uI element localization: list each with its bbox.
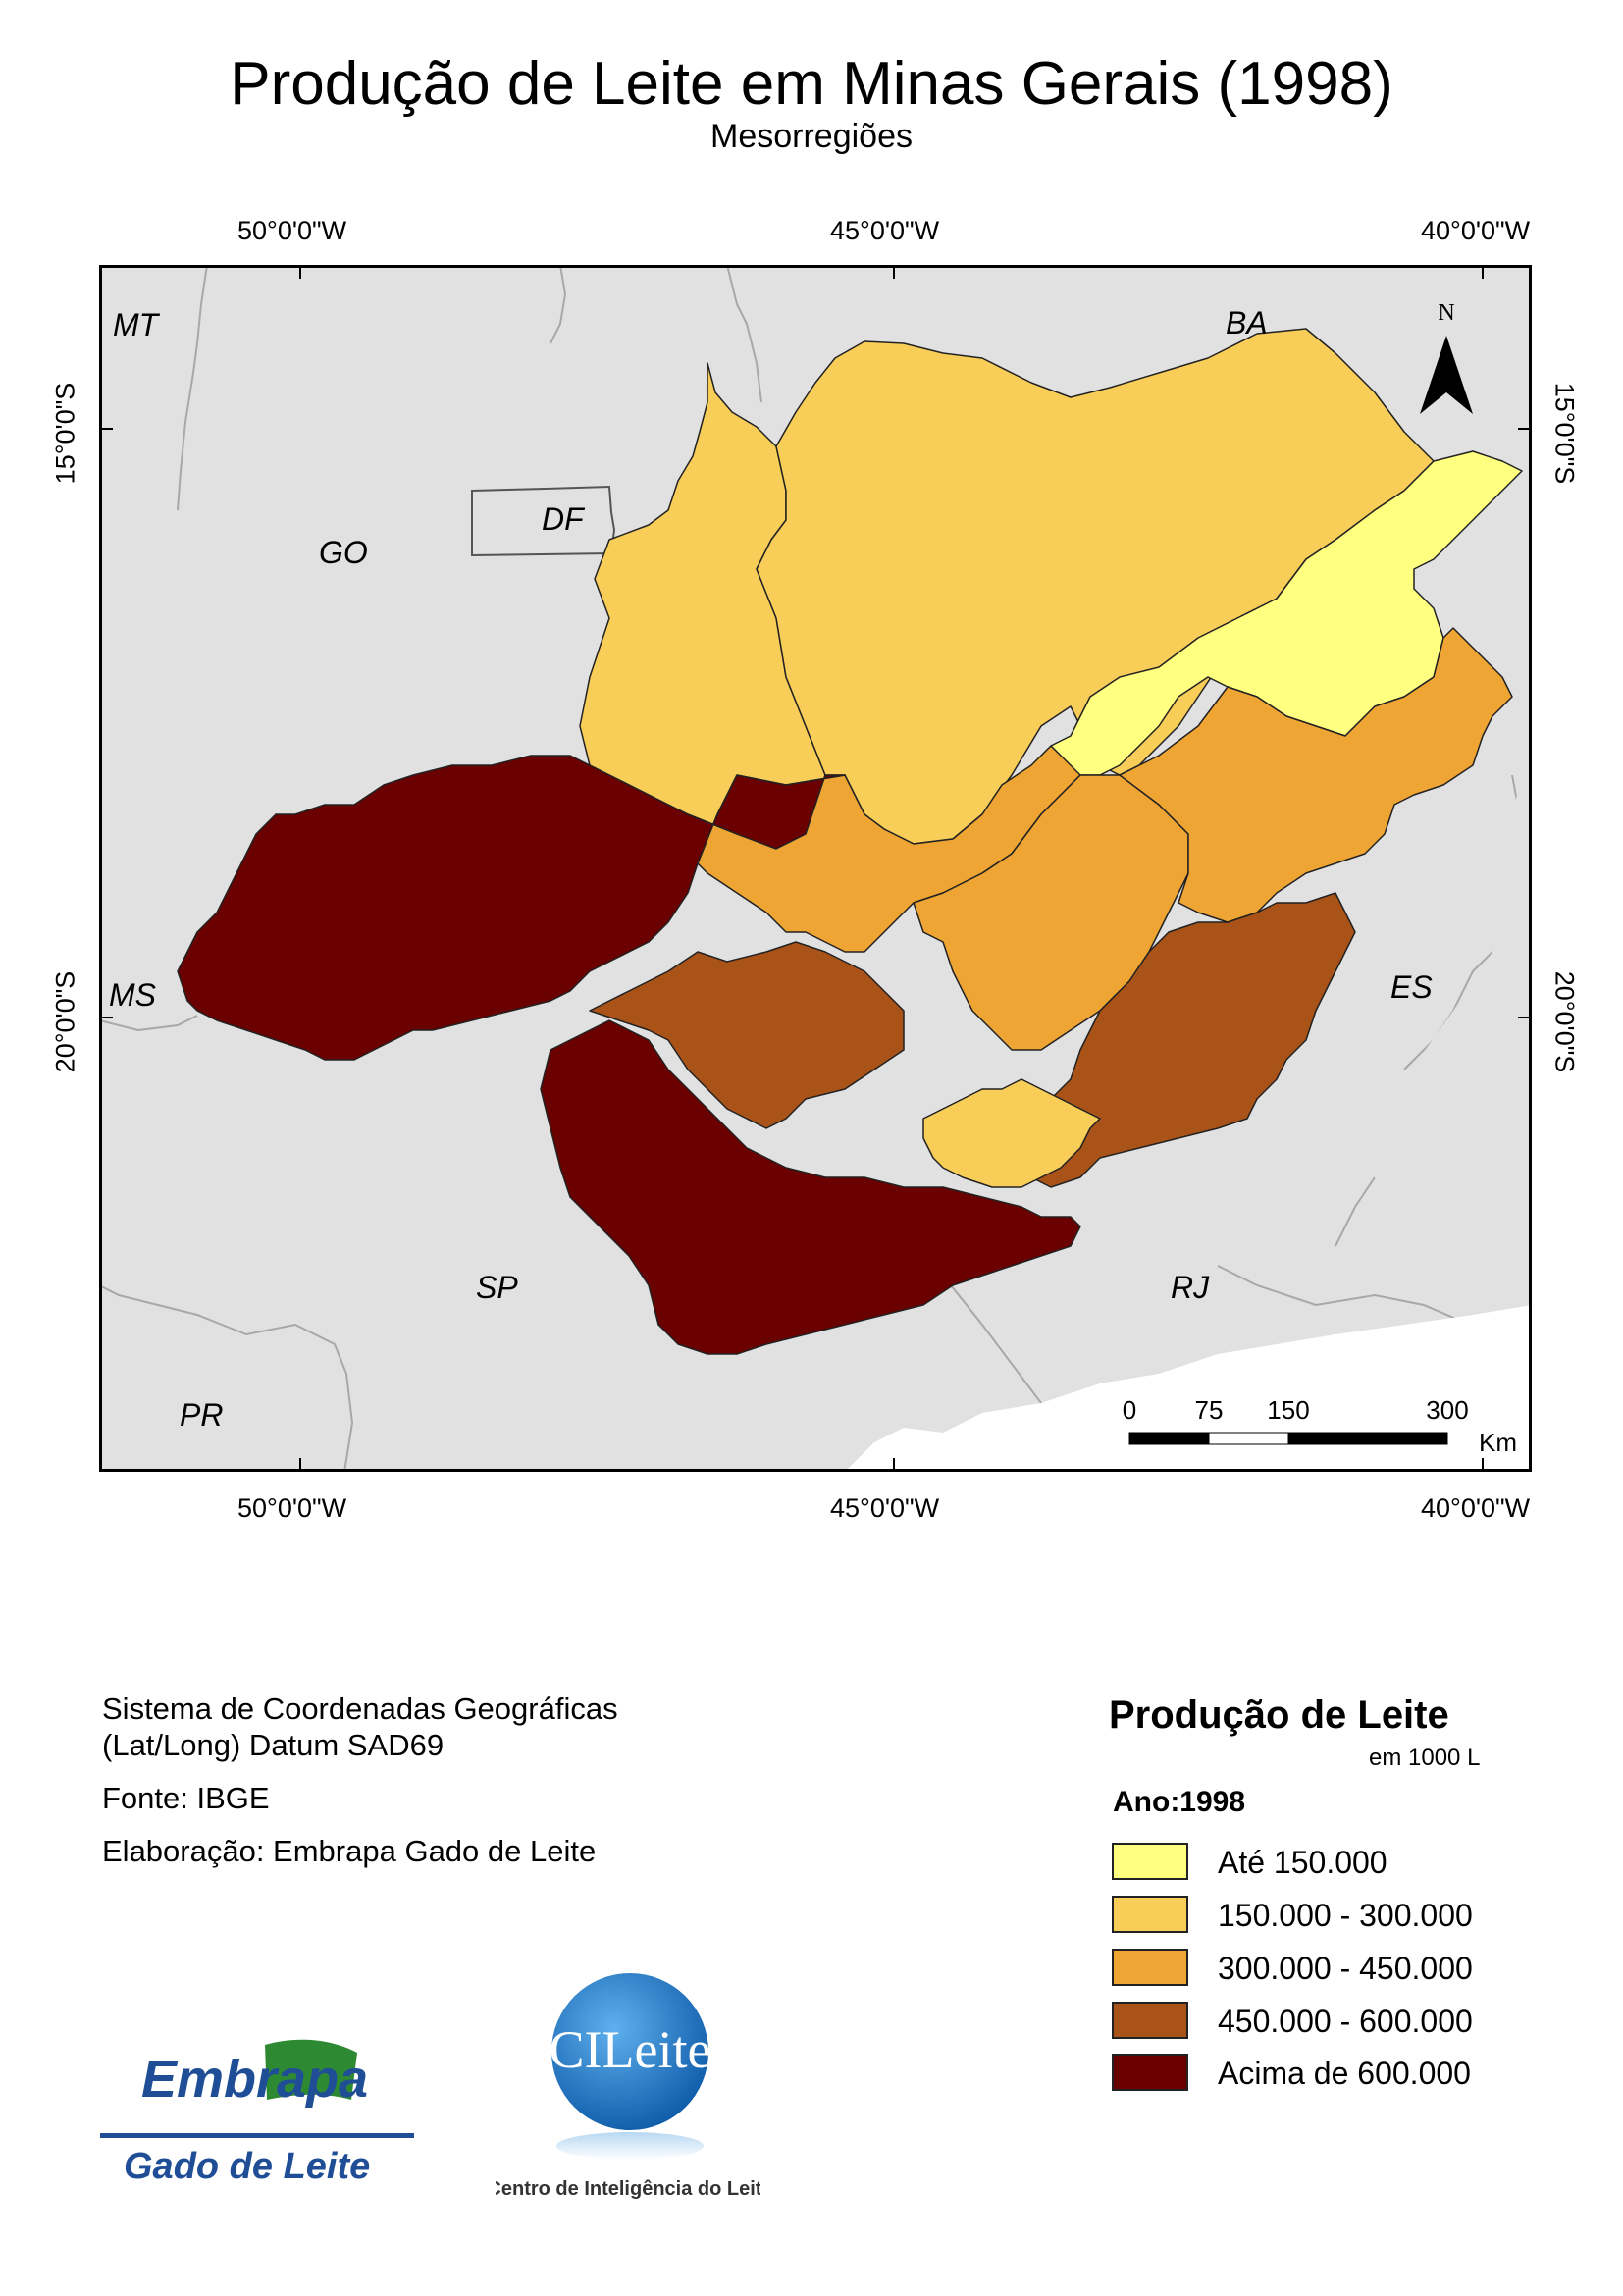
legend-label: 450.000 - 600.000 (1218, 2004, 1473, 2039)
lon-label-top-45: 45°0'0"W (830, 216, 940, 245)
es-coast-land (1375, 736, 1532, 1305)
legend-label: Até 150.000 (1218, 1845, 1387, 1880)
legend-label: 150.000 - 300.000 (1218, 1898, 1473, 1933)
region-sul-sudoeste-de-minas (540, 1019, 1081, 1355)
legend-unit: em 1000 L (1369, 1745, 1481, 1771)
state-label-rj: RJ (1171, 1270, 1210, 1305)
df-boundary (471, 485, 616, 557)
state-label-go: GO (319, 535, 368, 570)
lat-label-right-20: 20°0'0"S (1549, 970, 1580, 1073)
map-subtitle: Mesorregiões (710, 118, 913, 155)
state-label-ms: MS (109, 977, 156, 1013)
map-title: Produção de Leite em Minas Gerais (1998) (230, 50, 1393, 118)
lon-label-bottom-45: 45°0'0"W (830, 1493, 940, 1523)
legend-swatch (1112, 2054, 1188, 2091)
legend-swatch (1112, 1896, 1188, 1933)
legend-label: 300.000 - 450.000 (1218, 1951, 1473, 1986)
region-triangulo-mineiro (177, 755, 846, 1061)
embrapa-wordmark: Embrapa (141, 2050, 368, 2109)
state-label-es: ES (1390, 969, 1433, 1005)
region-vale-do-rio-doce (1119, 627, 1513, 923)
scale-tick-150: 150 (1267, 1395, 1309, 1425)
legend-year: Ano:1998 (1113, 1786, 1246, 1818)
coordinate-system-line1: Sistema de Coordenadas Geográficas (102, 1692, 618, 1726)
ocean-area (845, 1305, 1532, 1472)
lat-label-left-20: 20°0'0"S (50, 970, 80, 1073)
lat-label-left-15: 15°0'0"S (50, 382, 80, 485)
map-border (99, 265, 1532, 1472)
cileite-globe-icon (551, 1973, 708, 2130)
north-arrow-icon: N (1420, 300, 1473, 414)
embrapa-leaf-icon (265, 2039, 357, 2100)
state-label-pr: PR (180, 1397, 223, 1433)
legend-swatch (1112, 1949, 1188, 1986)
cileite-logo: CILeite Centro de Inteligência do Leite (496, 1973, 760, 2200)
scale-unit: Km (1479, 1428, 1517, 1457)
legend-swatch (1112, 1843, 1188, 1880)
state-label-ba: BA (1226, 305, 1268, 340)
state-label-df: DF (542, 501, 586, 537)
scale-bar: 0 75 150 300 Km (1123, 1395, 1517, 1457)
author-text: Elaboração: Embrapa Gado de Leite (102, 1834, 597, 1868)
state-label-mt: MT (113, 307, 161, 342)
lat-label-right-15: 15°0'0"S (1549, 382, 1580, 485)
lon-label-bottom-50: 50°0'0"W (237, 1493, 347, 1523)
cileite-caption: Centro de Inteligência do Leite (496, 2178, 760, 2200)
north-arrow-label: N (1438, 300, 1454, 326)
scale-tick-0: 0 (1123, 1395, 1136, 1425)
embrapa-logo: Embrapa Gado de Leite (100, 2039, 414, 2187)
coordinate-system-line2: (Lat/Long) Datum SAD69 (102, 1728, 445, 1762)
embrapa-unit-name: Gado de Leite (124, 2146, 370, 2187)
lon-label-top-50: 50°0'0"W (237, 216, 347, 245)
cileite-shadow (556, 2132, 704, 2160)
scale-tick-300: 300 (1426, 1395, 1468, 1425)
scale-tick-75: 75 (1195, 1395, 1224, 1425)
legend-swatch (1112, 2002, 1188, 2039)
legend-label: Acima de 600.000 (1218, 2056, 1471, 2091)
source-text: Fonte: IBGE (102, 1781, 270, 1815)
legend-title: Produção de Leite (1109, 1694, 1449, 1737)
lon-label-top-40: 40°0'0"W (1421, 216, 1531, 245)
region-oeste-de-minas (589, 941, 905, 1129)
lon-label-bottom-40: 40°0'0"W (1421, 1493, 1531, 1523)
state-label-sp: SP (476, 1270, 518, 1305)
region-jequitinhonha (1050, 450, 1523, 776)
cileite-wordmark: CILeite (550, 2020, 711, 2079)
region-campo-das-vertentes (922, 1078, 1101, 1188)
embrapa-divider (100, 2133, 414, 2138)
map-frame: MT BA GO DF MS ES SP RJ PR N 0 75 150 30… (99, 265, 1532, 1472)
